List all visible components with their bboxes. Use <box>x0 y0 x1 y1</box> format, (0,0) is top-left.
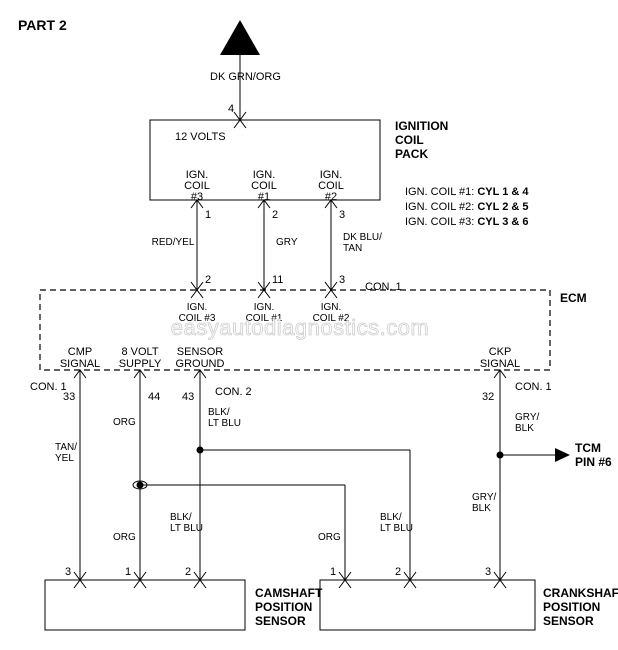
pin44: 44 <box>148 391 160 403</box>
crank-sensor-box <box>320 580 535 630</box>
gnd-l1: SENSOR <box>177 346 224 358</box>
gry2: GRY/ <box>472 492 496 503</box>
ckp-l1: CKP <box>489 346 512 358</box>
tcm1: TCM <box>575 441 601 455</box>
ecm-coil2: IGN. <box>321 302 342 313</box>
con1-l: CON. 1 <box>30 381 67 393</box>
ecm-coil3: IGN. <box>187 302 208 313</box>
ecm-pin3: 3 <box>339 274 345 286</box>
pin43: 43 <box>182 391 194 403</box>
cam-t1: CAMSHAFT <box>255 586 323 600</box>
part-label: PART 2 <box>18 17 67 33</box>
org2: ORG <box>113 532 136 543</box>
tcm2: PIN #6 <box>575 455 612 469</box>
coil3-outpin: 1 <box>205 209 211 221</box>
ecm-coil1: IGN. <box>254 302 275 313</box>
wire-tan: TAN <box>343 243 362 254</box>
svg-text:YEL: YEL <box>55 453 74 464</box>
svg-text:SUPPLY: SUPPLY <box>119 358 162 370</box>
svg-text:BLK: BLK <box>472 503 491 514</box>
svg-text:GROUND: GROUND <box>176 358 225 370</box>
map3: IGN. COIL #3: CYL 3 & 6 <box>405 216 529 228</box>
svg-text:POSITION: POSITION <box>255 600 312 614</box>
ecm-label: ECM <box>560 291 587 305</box>
cam-sensor-box <box>45 580 245 630</box>
con2: CON. 2 <box>215 386 252 398</box>
pin32: 32 <box>482 391 494 403</box>
wire-redyel: RED/YEL <box>152 237 195 248</box>
svg-text:POSITION: POSITION <box>543 600 600 614</box>
crank-p1: 1 <box>330 566 336 578</box>
blk3: BLK/ <box>380 512 402 523</box>
con1-note: CON. 1 <box>365 281 402 293</box>
coil-voltage: 12 VOLTS <box>175 131 226 143</box>
connector-a: A <box>220 20 260 55</box>
svg-text:LT BLU: LT BLU <box>170 523 203 534</box>
con1-r: CON. 1 <box>515 381 552 393</box>
ecm-pin2: 2 <box>205 274 211 286</box>
8v-l1: 8 VOLT <box>121 346 158 358</box>
svg-text:SENSOR: SENSOR <box>255 614 306 628</box>
org3: ORG <box>318 532 341 543</box>
map2: IGN. COIL #2: CYL 2 & 5 <box>405 201 529 213</box>
coil-pack-title3: PACK <box>395 147 428 161</box>
blk1: BLK/ <box>208 407 230 418</box>
wire-dkblu: DK BLU/ <box>343 232 382 243</box>
crank-p2: 2 <box>395 566 401 578</box>
svg-text:BLK: BLK <box>515 423 534 434</box>
ecm-pin11: 11 <box>272 274 283 286</box>
svg-text:LT BLU: LT BLU <box>380 523 413 534</box>
org1: ORG <box>113 417 136 428</box>
coil2-outpin: 3 <box>339 209 345 221</box>
svg-text:LT BLU: LT BLU <box>208 418 241 429</box>
tan: TAN/ <box>55 442 77 453</box>
crank-t1: CRANKSHAFT <box>543 586 618 600</box>
blk2: BLK/ <box>170 512 192 523</box>
top-wire-color: DK GRN/ORG <box>210 71 281 83</box>
svg-text:A: A <box>235 36 246 53</box>
pin33: 33 <box>63 391 75 403</box>
map1: IGN. COIL #1: CYL 1 & 4 <box>405 186 529 198</box>
watermark: easyautodiagnostics.com <box>171 315 430 340</box>
coil-pack-title2: COIL <box>395 133 424 147</box>
coil1-outpin: 2 <box>272 209 278 221</box>
cam-p1: 1 <box>125 566 131 578</box>
top-wire-pin: 4 <box>228 103 234 115</box>
cam-p2: 2 <box>185 566 191 578</box>
crank-p3: 3 <box>485 566 491 578</box>
cam-p3: 3 <box>65 566 71 578</box>
cmp-l1: CMP <box>68 346 92 358</box>
gry1: GRY/ <box>515 412 539 423</box>
svg-text:SENSOR: SENSOR <box>543 614 594 628</box>
wire-gry: GRY <box>276 237 298 248</box>
coil-pack-title1: IGNITION <box>395 119 448 133</box>
svg-text:SIGNAL: SIGNAL <box>60 358 100 370</box>
svg-text:SIGNAL: SIGNAL <box>480 358 520 370</box>
